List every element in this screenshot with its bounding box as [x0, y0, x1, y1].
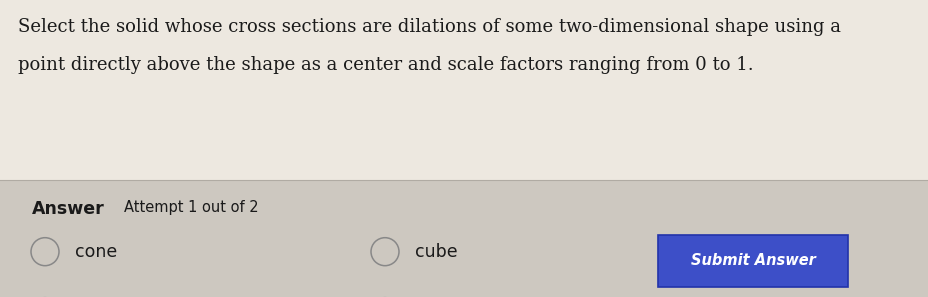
Text: Submit Answer: Submit Answer: [690, 253, 815, 268]
Text: Answer: Answer: [32, 200, 105, 218]
FancyBboxPatch shape: [657, 235, 847, 287]
Bar: [0, 180, 928, 297]
Text: Attempt 1 out of 2: Attempt 1 out of 2: [123, 200, 258, 215]
Text: point directly above the shape as a center and scale factors ranging from 0 to 1: point directly above the shape as a cent…: [18, 56, 753, 74]
Text: cube: cube: [415, 243, 458, 261]
Text: cone: cone: [75, 243, 117, 261]
Bar: [0, 0, 928, 180]
Text: Select the solid whose cross sections are dilations of some two-dimensional shap: Select the solid whose cross sections ar…: [18, 18, 840, 36]
